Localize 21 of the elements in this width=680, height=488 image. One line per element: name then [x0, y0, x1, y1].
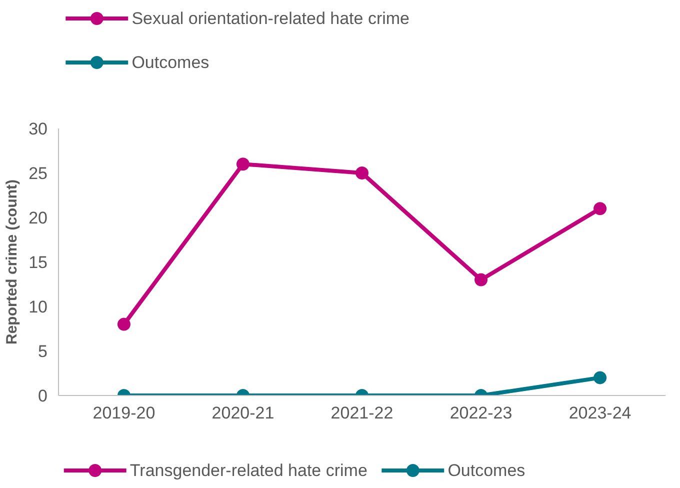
y-axis-title: Reported crime (count): [4, 179, 21, 345]
x-tick-label: 2023-24: [568, 404, 632, 422]
x-tick-label: 2019-20: [92, 404, 156, 422]
y-tick-label: 20: [28, 208, 48, 228]
y-tick-label: 10: [28, 298, 48, 316]
y-tick-label: 25: [28, 164, 48, 183]
y-tick-label: 30: [28, 120, 48, 138]
point: [236, 158, 250, 171]
y-tick-label: 5: [38, 342, 48, 361]
point: [594, 202, 607, 216]
x-tick-label: 2022-23: [450, 404, 512, 422]
legend-label: Sexual orientation-related hate crime: [132, 9, 410, 28]
legend-label: Outcomes: [132, 53, 210, 72]
legend-label: Outcomes: [448, 461, 526, 480]
y-tick-label: 0: [38, 386, 48, 406]
x-tick-label: 2020-21: [212, 404, 274, 422]
point: [474, 273, 488, 286]
x-tick-label: 2021-22: [330, 404, 394, 422]
point: [356, 166, 368, 180]
legend-label: Transgender-related hate crime: [130, 461, 368, 480]
y-tick-label: 15: [28, 253, 48, 272]
